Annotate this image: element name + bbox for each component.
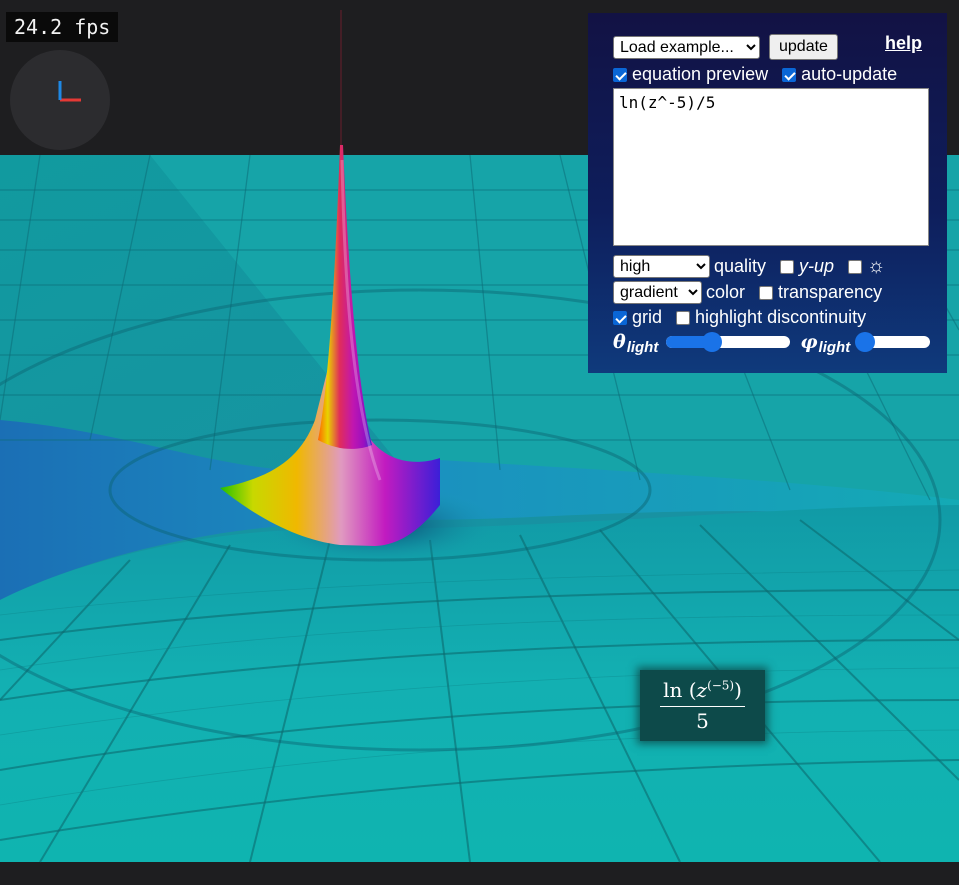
sun-icon: ☼ <box>867 255 886 277</box>
y-up-checkbox[interactable] <box>780 259 795 274</box>
theta-sub: light <box>626 338 659 356</box>
update-button[interactable]: update <box>769 34 838 60</box>
grid-label: grid <box>632 307 663 327</box>
color-select[interactable]: gradient <box>613 281 702 304</box>
lighting-checkbox[interactable] <box>848 259 863 274</box>
preview-var: z <box>696 678 708 702</box>
fps-counter: 24.2 fps <box>6 12 119 42</box>
help-link[interactable]: help <box>885 33 923 53</box>
highlight-discontinuity-checkbox[interactable] <box>676 310 691 325</box>
preview-numerator: ln (z(−5)) <box>660 678 745 707</box>
grid-checkbox[interactable] <box>613 310 627 325</box>
phi-slider-thumb[interactable] <box>855 332 876 352</box>
theta-slider-thumb[interactable] <box>702 332 723 352</box>
highlight-discontinuity-label: highlight discontinuity <box>695 307 867 327</box>
auto-update-checkbox[interactable] <box>782 67 797 82</box>
auto-update-label: auto-update <box>801 64 898 84</box>
equation-preview: ln (z(−5)) 5 <box>640 670 765 741</box>
transparency-checkbox[interactable] <box>759 285 774 300</box>
theta-symbol: θ <box>613 331 626 353</box>
equation-input[interactable] <box>613 88 929 246</box>
quality-select[interactable]: high <box>613 255 710 278</box>
y-up-label: y-up <box>799 256 835 276</box>
quality-label: quality <box>714 256 767 276</box>
phi-light-slider[interactable] <box>855 332 931 352</box>
preview-func: ln <box>663 678 683 702</box>
preview-denominator: 5 <box>696 709 709 733</box>
transparency-label: transparency <box>778 282 883 302</box>
example-select[interactable]: Load example... <box>613 35 760 59</box>
equation-preview-label: equation preview <box>632 64 769 84</box>
equation-preview-checkbox[interactable] <box>613 67 627 82</box>
color-label: color <box>706 282 746 302</box>
phi-symbol: φ <box>800 331 818 353</box>
theta-light-slider[interactable] <box>666 332 791 352</box>
orientation-gizmo[interactable] <box>10 50 110 150</box>
control-panel: Load example... update help equation pre… <box>588 13 947 373</box>
phi-sub: light <box>818 338 851 356</box>
preview-exponent: (−5) <box>707 678 735 693</box>
